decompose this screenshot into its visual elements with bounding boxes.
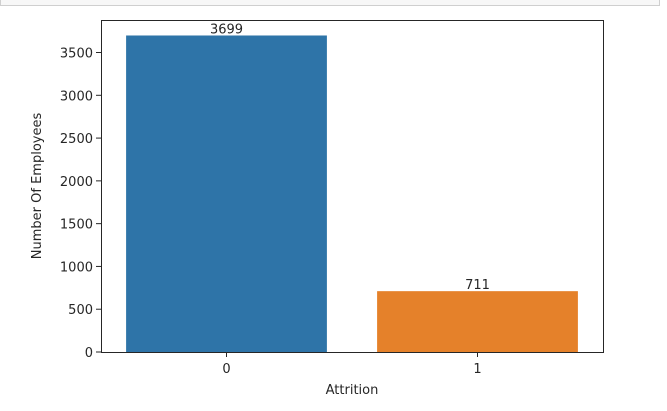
y-tick-label-2500: 2500	[60, 132, 93, 147]
bar-0	[126, 35, 327, 352]
y-tick-label-0: 0	[85, 346, 93, 361]
y-axis-title: Number Of Employees	[30, 113, 45, 260]
bars-layer: 3699 711	[126, 22, 578, 352]
y-tick-label-1500: 1500	[60, 218, 93, 233]
bar-value-label-0: 3699	[210, 22, 243, 37]
y-axis-ticks: 0 500 1000 1500 2000 2500 3000 3500	[60, 47, 101, 361]
x-axis-title: Attrition	[326, 383, 379, 398]
plot-frame	[101, 20, 604, 353]
y-tick-label-500: 500	[68, 303, 93, 318]
x-tick-label-0: 0	[222, 362, 230, 377]
bar-value-label-1: 711	[465, 278, 490, 293]
bar-1	[377, 291, 578, 352]
y-tick-label-3500: 3500	[60, 47, 93, 62]
y-tick-label-2000: 2000	[60, 175, 93, 190]
output-cell-border	[0, 0, 660, 6]
y-tick-label-3000: 3000	[60, 89, 93, 104]
y-tick-label-1000: 1000	[60, 260, 93, 275]
x-tick-label-1: 1	[473, 362, 481, 377]
